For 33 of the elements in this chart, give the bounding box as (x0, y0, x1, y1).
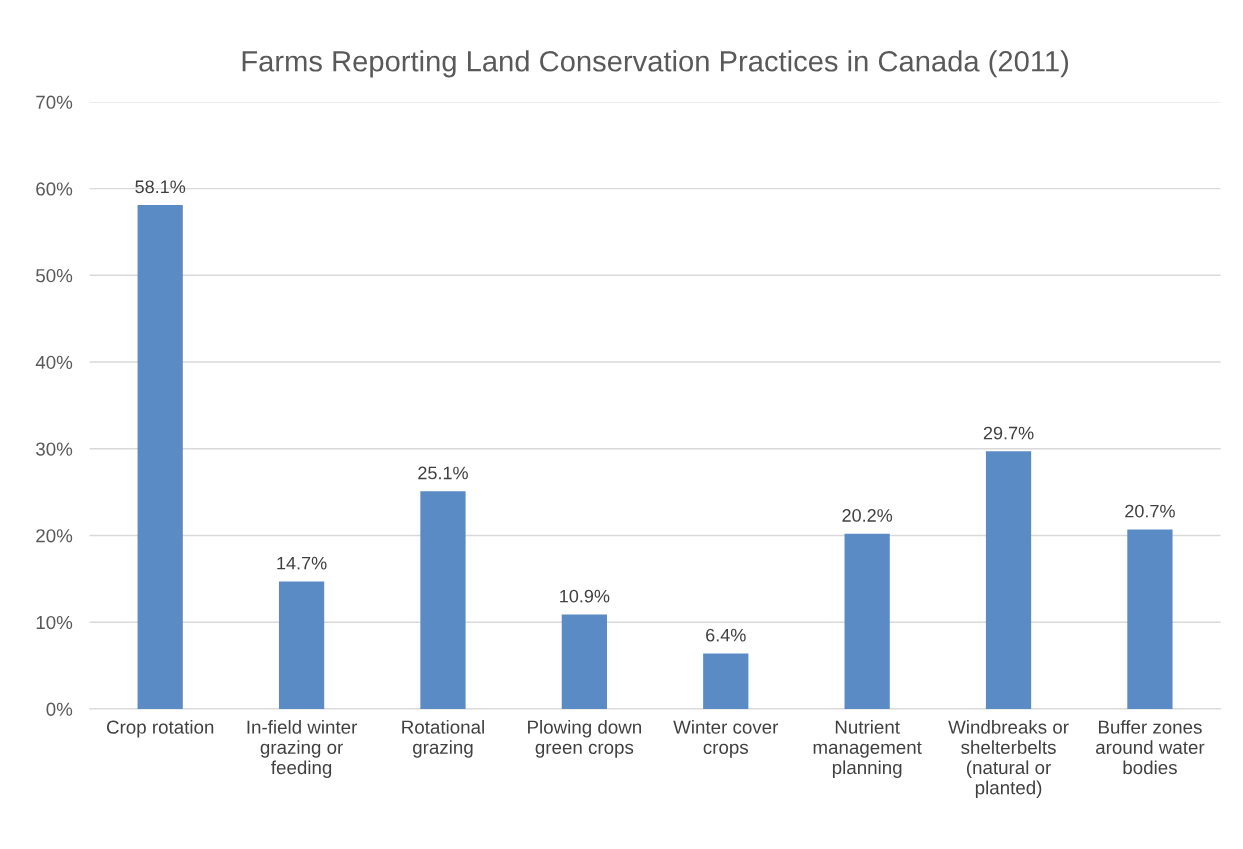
chart-title: Farms Reporting Land Conservation Practices in Canada (2011) (242, 50, 1069, 78)
data-label: 6.4% (706, 628, 746, 642)
y-tick-label: 50% (36, 269, 73, 283)
x-tick-label: Winter cover crops (673, 720, 779, 758)
data-label: 25.1% (418, 466, 468, 480)
data-label: 20.2% (842, 509, 893, 522)
y-tick-label: 60% (36, 182, 73, 196)
x-tick-label: Crop rotation (106, 720, 214, 738)
x-tick-label: Plowing down green crops (528, 720, 641, 758)
data-label: 14.7% (277, 556, 327, 570)
y-tick-label: 10% (36, 615, 73, 630)
data-label: 10.9% (560, 589, 610, 603)
y-tick-label: 20% (36, 529, 73, 543)
x-tick-label: Nutrient management planning (813, 720, 922, 778)
bar (561, 614, 607, 709)
bar (1127, 529, 1173, 709)
bar (844, 533, 890, 709)
bar (278, 581, 325, 709)
bar (703, 653, 749, 709)
bar (985, 451, 1032, 709)
y-tick-label: 40% (35, 355, 73, 370)
y-tick-label: 0% (46, 702, 73, 716)
x-tick-label: Buffer zones around water bodies (1096, 720, 1205, 775)
x-tick-label: Rotational grazing (402, 720, 484, 758)
x-tick-label: In-field winter grazing or feeding (247, 720, 358, 778)
y-tick-label: 30% (36, 442, 73, 456)
y-tick-label: 70% (36, 95, 73, 109)
data-label: 58.1% (135, 180, 186, 194)
bar (420, 491, 466, 709)
x-tick-label: Windbreaks or shelterbelts (natural or planted) (948, 720, 1069, 799)
bar (137, 205, 183, 709)
data-label: 29.7% (983, 426, 1034, 440)
data-label: 20.7% (1125, 504, 1175, 518)
